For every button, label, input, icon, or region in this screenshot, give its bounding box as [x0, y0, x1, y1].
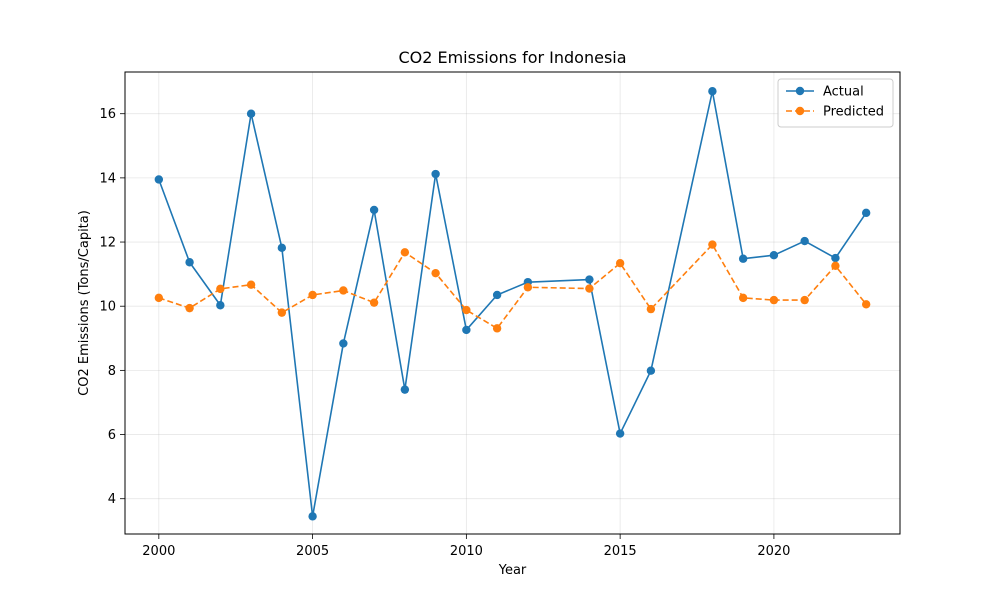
data-point-predicted — [277, 308, 287, 317]
data-point-predicted — [339, 286, 348, 295]
grid — [125, 72, 900, 534]
data-point-actual — [800, 236, 809, 246]
y-tick-label: 16 — [99, 107, 116, 122]
data-point-actual — [769, 250, 779, 260]
data-point-actual — [861, 208, 871, 218]
data-point-actual — [277, 243, 287, 253]
legend-label-predicted: Predicted — [823, 105, 884, 120]
data-point-predicted — [523, 283, 533, 292]
y-tick-label: 8 — [108, 364, 116, 379]
data-point-predicted — [708, 240, 717, 249]
plot-frame — [124, 71, 901, 535]
data-point-predicted — [400, 248, 410, 257]
data-point-predicted — [462, 305, 471, 315]
legend: Actual Predicted — [777, 78, 894, 128]
data-point-actual — [185, 258, 194, 267]
data-point-predicted — [369, 298, 379, 307]
data-point-predicted — [861, 300, 871, 309]
data-point-actual — [738, 254, 748, 263]
data-point-actual — [431, 169, 440, 179]
data-point-actual — [154, 175, 164, 184]
legend-marker-predicted — [795, 106, 805, 116]
y-tick-label: 6 — [108, 428, 116, 443]
data-point-actual — [646, 366, 656, 375]
data-point-actual — [708, 87, 717, 96]
data-point-actual — [831, 253, 840, 263]
legend-marker-actual — [795, 86, 805, 96]
x-tick-label: 2005 — [296, 544, 329, 559]
x-tick-label: 2000 — [142, 544, 175, 559]
data-point-predicted — [738, 293, 748, 303]
data-point-predicted — [246, 280, 256, 289]
x-tick-label: 2015 — [604, 544, 637, 559]
data-point-predicted — [615, 259, 625, 268]
y-tick-label: 12 — [99, 236, 116, 251]
ticks: 2000 2005 2010 2015 2020 4 6 8 10 12 14 16 — [99, 107, 790, 559]
data-point-actual — [216, 301, 225, 310]
data-point-predicted — [800, 295, 809, 305]
data-point-actual — [339, 339, 348, 348]
data-point-actual — [246, 109, 256, 118]
data-point-predicted — [154, 293, 164, 303]
y-tick-label: 4 — [108, 492, 116, 507]
series-predicted — [154, 240, 871, 333]
chart-title: CO2 Emissions for Indonesia — [398, 48, 626, 67]
series-line-predicted — [158, 243, 867, 330]
data-point-actual — [400, 385, 410, 394]
data-point-actual — [369, 205, 379, 215]
x-axis-label: Year — [498, 563, 527, 578]
series-actual — [154, 87, 871, 521]
data-point-actual — [492, 290, 502, 300]
data-point-predicted — [216, 284, 225, 294]
data-point-predicted — [431, 268, 440, 278]
data-point-predicted — [646, 304, 656, 314]
x-tick-label: 2010 — [450, 544, 483, 559]
y-tick-label: 14 — [99, 171, 116, 186]
y-tick-label: 10 — [99, 300, 116, 315]
y-axis-label: CO2 Emissions (Tons/Capita) — [77, 210, 92, 396]
data-point-actual — [462, 325, 471, 335]
data-point-predicted — [831, 261, 840, 270]
x-tick-label: 2020 — [757, 544, 790, 559]
data-point-predicted — [585, 284, 594, 293]
data-point-actual — [615, 429, 625, 438]
data-point-predicted — [308, 290, 317, 300]
data-point-predicted — [185, 303, 194, 313]
data-point-predicted — [769, 295, 779, 305]
data-point-actual — [585, 275, 594, 284]
legend-label-actual: Actual — [823, 85, 864, 100]
data-point-predicted — [492, 324, 502, 333]
series-line-actual — [158, 90, 867, 518]
series-layer — [154, 87, 871, 521]
data-point-actual — [308, 512, 317, 521]
